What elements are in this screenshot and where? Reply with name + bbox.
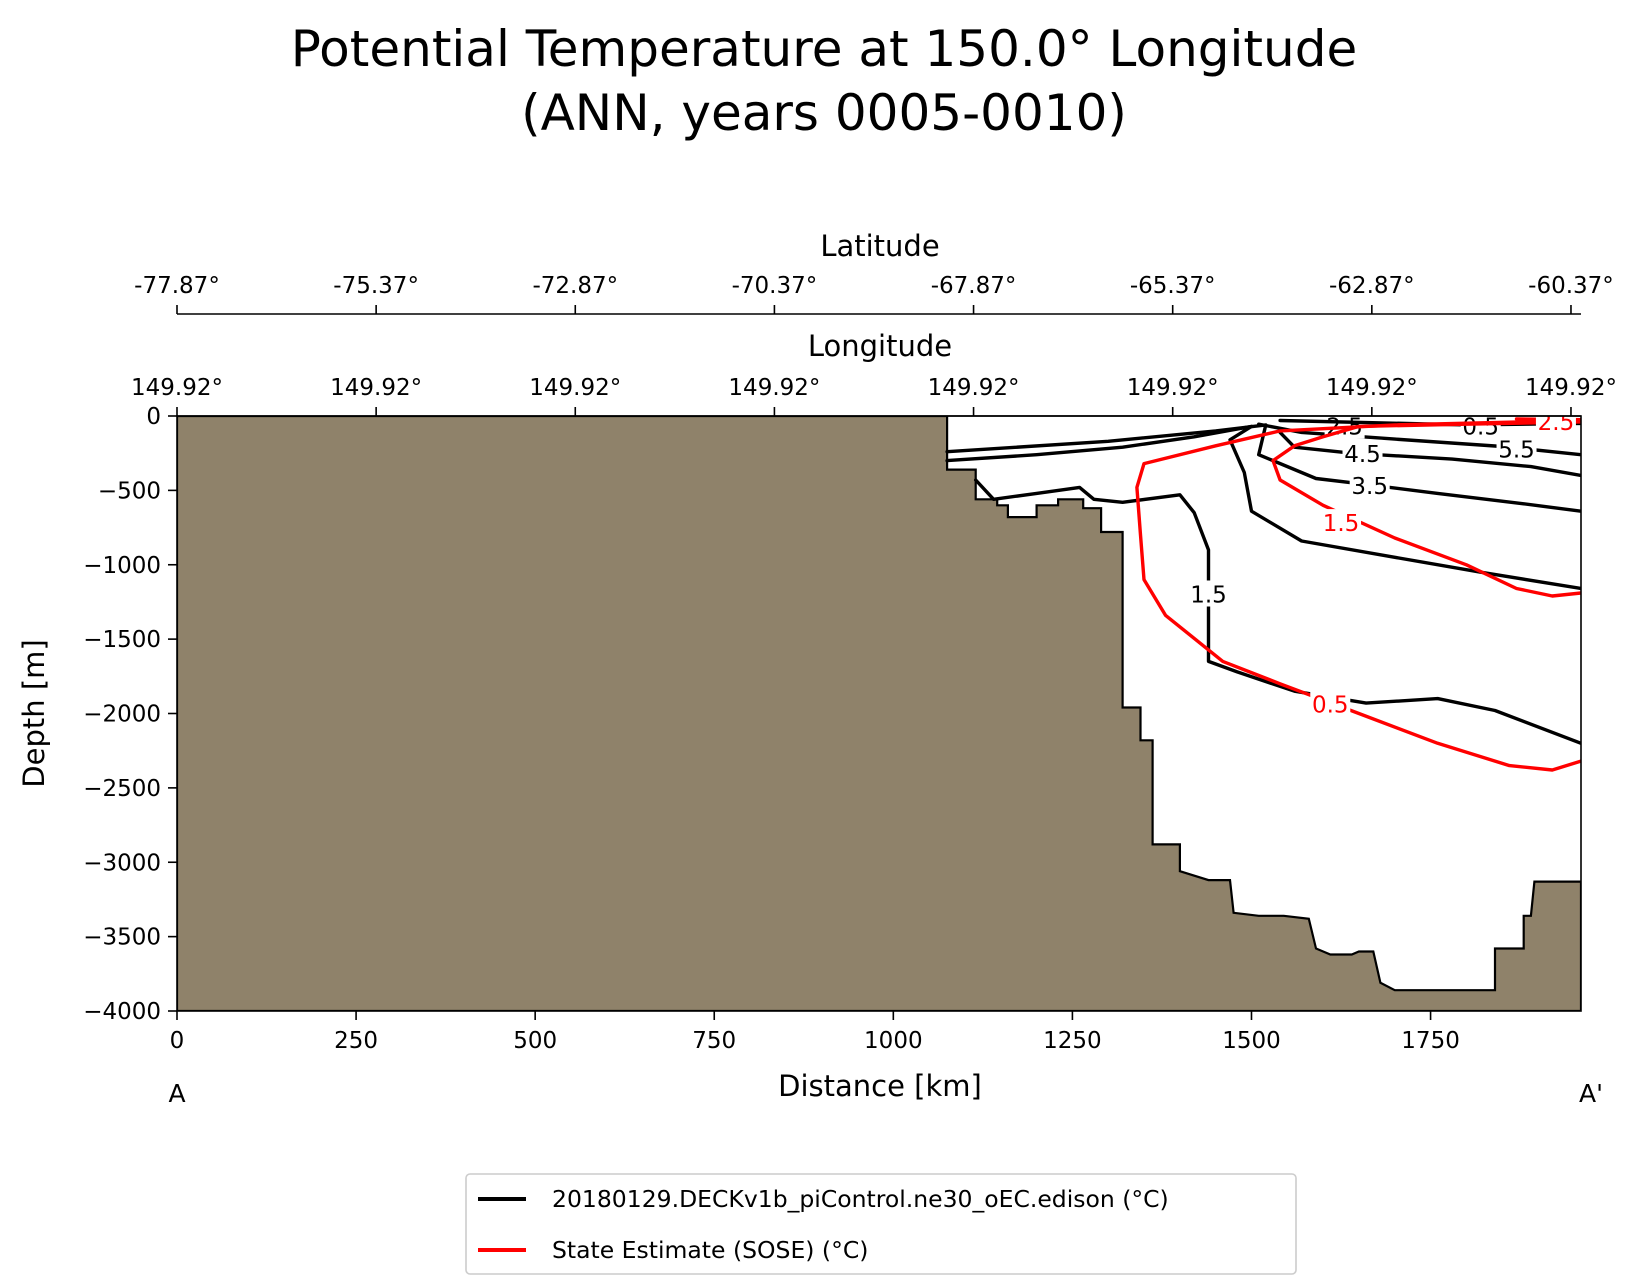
y-tick-label: 0 bbox=[146, 404, 161, 430]
series-0-contours: 5.54.53.52.51.50.5 bbox=[945, 414, 1581, 745]
land-mask bbox=[177, 416, 1581, 1011]
contour-line-0-2 bbox=[945, 423, 1581, 513]
contour-label-bg-0-2 bbox=[1349, 471, 1390, 498]
latitude-tick-label: -75.37° bbox=[333, 273, 419, 299]
longitude-tick-label: 149.92° bbox=[1525, 375, 1617, 401]
x-tick-label: 0 bbox=[170, 1028, 185, 1054]
contour-label-1-0: 1.5 bbox=[1323, 511, 1360, 537]
contour-label-0-4: 1.5 bbox=[1190, 583, 1227, 609]
contour-label-bg-0-0 bbox=[1496, 435, 1537, 462]
contour-label-0-1: 4.5 bbox=[1344, 442, 1381, 468]
x-tick-label: 1750 bbox=[1401, 1028, 1460, 1054]
legend-entry-0: 20180129.DECKv1b_piControl.ne30_oEC.edis… bbox=[552, 1185, 1169, 1213]
longitude-tick-label: 149.92° bbox=[728, 375, 820, 401]
latitude-tick-label: -62.87° bbox=[1329, 273, 1415, 299]
contour-label-bg-0-4 bbox=[1188, 580, 1229, 607]
latitude-tick-label: -72.87° bbox=[532, 273, 618, 299]
latitude-tick-label: -70.37° bbox=[732, 273, 818, 299]
contour-label-1-1: 0.5 bbox=[1312, 693, 1349, 719]
contour-label-bg-1-0 bbox=[1321, 509, 1362, 536]
x-tick-label: 750 bbox=[692, 1028, 736, 1054]
legend: 20180129.DECKv1b_piControl.ne30_oEC.edis… bbox=[465, 1173, 1297, 1275]
section-end-label: A' bbox=[1579, 1079, 1603, 1108]
x-tick-label: 250 bbox=[334, 1028, 378, 1054]
longitude-tick-label: 149.92° bbox=[529, 375, 621, 401]
y-tick-label: −2500 bbox=[83, 776, 161, 802]
longitude-tick-label: 149.92° bbox=[131, 375, 223, 401]
longitude-axis-label: Longitude bbox=[808, 329, 952, 363]
latitude-tick-label: -65.37° bbox=[1130, 273, 1216, 299]
contour-label-0-0: 5.5 bbox=[1498, 437, 1535, 463]
x-axis-label: Distance [km] bbox=[778, 1069, 982, 1103]
contour-label-bg-1-1 bbox=[1310, 690, 1351, 717]
series-1-contours: 1.5 0.5 2.5 bbox=[1135, 410, 1581, 772]
contour-line-1-1 bbox=[1135, 418, 1581, 772]
chart-title: Potential Temperature at 150.0° Longitud… bbox=[291, 20, 1357, 78]
longitude-tick-label: 149.92° bbox=[928, 375, 1020, 401]
contour-label-1-2: 2.5 bbox=[1538, 410, 1575, 436]
chart-subtitle: (ANN, years 0005-0010) bbox=[521, 84, 1127, 142]
contour-label-0-5: 0.5 bbox=[1462, 414, 1499, 440]
y-tick-label: −1500 bbox=[83, 627, 161, 653]
longitude-tick-label: 149.92° bbox=[1326, 375, 1418, 401]
y-tick-label: −2000 bbox=[83, 702, 161, 728]
contour-line-0-4 bbox=[974, 478, 1581, 745]
latitude-tick-label: -67.87° bbox=[931, 273, 1017, 299]
legend-frame bbox=[465, 1173, 1297, 1275]
latitude-axis-label: Latitude bbox=[820, 229, 939, 263]
x-tick-label: 1250 bbox=[1043, 1028, 1102, 1054]
section-start-label: A bbox=[168, 1079, 185, 1108]
contour-label-bg-1-2 bbox=[1535, 416, 1576, 434]
longitude-tick-label: 149.92° bbox=[1127, 375, 1219, 401]
legend-entry-1: State Estimate (SOSE) (°C) bbox=[552, 1236, 868, 1264]
contour-label-0-2: 3.5 bbox=[1351, 474, 1388, 500]
y-tick-label: −4000 bbox=[83, 999, 161, 1025]
y-axis-label: Depth [m] bbox=[17, 639, 51, 787]
y-tick-label: −1000 bbox=[83, 553, 161, 579]
x-tick-label: 1000 bbox=[864, 1028, 923, 1054]
contour-label-bg-0-1 bbox=[1342, 439, 1383, 466]
longitude-tick-label: 149.92° bbox=[330, 375, 422, 401]
y-tick-label: −3500 bbox=[83, 925, 161, 951]
y-tick-label: −3000 bbox=[83, 850, 161, 876]
contour-line-0-3 bbox=[945, 424, 1581, 591]
latitude-tick-label: -77.87° bbox=[134, 273, 220, 299]
contour-line-0-1 bbox=[1278, 430, 1581, 478]
x-tick-label: 1500 bbox=[1222, 1028, 1281, 1054]
y-tick-label: −500 bbox=[98, 478, 161, 504]
x-tick-label: 500 bbox=[513, 1028, 557, 1054]
latitude-tick-label: -60.37° bbox=[1528, 273, 1614, 299]
